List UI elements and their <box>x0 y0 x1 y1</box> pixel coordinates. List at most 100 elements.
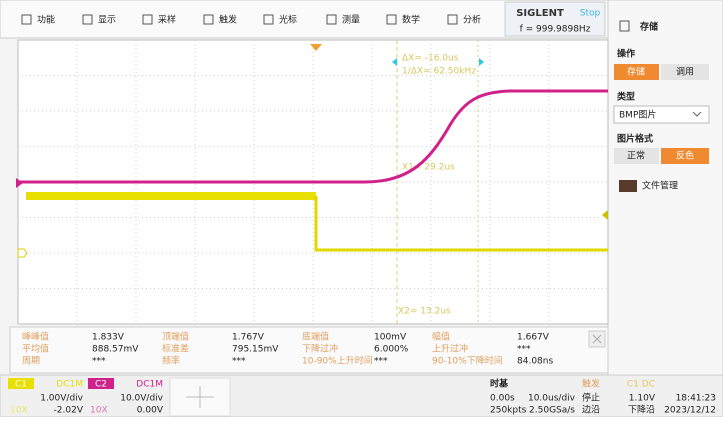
menu-icon <box>386 14 397 25</box>
channel-coupling: DC1M <box>56 380 83 390</box>
channel-scale: 1.00V/div <box>40 394 83 404</box>
menu-item[interactable]: 光标 <box>279 14 297 26</box>
measure-label: 10-90%上升时间 <box>302 355 373 367</box>
cursor-inverse: 1/ΔX= 62.50kHz <box>402 67 476 77</box>
section-label: 操作 <box>617 48 635 60</box>
section-label: 图片格式 <box>617 133 653 145</box>
memory-depth: 250kpts <box>490 406 527 416</box>
button-label[interactable]: 存储 <box>627 66 645 78</box>
measure-label: 顶端值 <box>162 331 189 343</box>
measure-value: 84.08ns <box>517 357 553 367</box>
menu-item[interactable]: 功能 <box>37 14 55 26</box>
channel-badge[interactable] <box>88 378 114 389</box>
save-icon <box>619 20 630 32</box>
measure-label: 底端值 <box>302 331 329 343</box>
measure-label: 周期 <box>22 356 40 367</box>
measure-label: 幅值 <box>432 331 450 343</box>
channel-name[interactable]: C2 <box>95 380 107 390</box>
cursor-x1: X1= 29.2us <box>402 163 455 173</box>
measure-value: 100mV <box>374 333 407 343</box>
dropdown[interactable] <box>613 105 710 124</box>
button[interactable] <box>661 148 709 164</box>
timebase-label: 时基 <box>490 378 509 390</box>
menu-icon <box>326 14 337 25</box>
c1-waveform <box>314 196 608 252</box>
section-label: 类型 <box>617 91 635 103</box>
measure-value: 795.15mV <box>232 345 279 355</box>
trigger-type: 边沿 <box>582 405 600 416</box>
channel-offset: -2.02V <box>54 406 84 416</box>
measure-value: 888.57mV <box>92 345 139 355</box>
folder-icon <box>619 180 637 192</box>
trigger-position <box>310 44 322 51</box>
measure-value: 1.833V <box>92 333 125 343</box>
measure-label: 频率 <box>162 355 180 367</box>
c2-waveform <box>18 89 608 184</box>
channel-name[interactable]: C1 <box>15 380 27 390</box>
file-manager[interactable]: 文件管理 <box>642 180 678 192</box>
menu-item[interactable]: 分析 <box>463 14 481 26</box>
trigger-state: 停止 <box>582 392 600 404</box>
measure-label: 下降过冲 <box>302 343 338 355</box>
channel-probe: 10X <box>90 406 108 416</box>
channel-badge[interactable] <box>8 378 34 389</box>
c2-marker <box>16 178 23 188</box>
menu-item[interactable]: 测量 <box>342 15 360 26</box>
menu-icon <box>203 14 214 25</box>
button-label[interactable]: 调用 <box>676 67 694 78</box>
menu-item[interactable]: 触发 <box>219 14 237 26</box>
menu-icon <box>447 14 458 25</box>
measure-label: 峰峰值 <box>22 331 49 343</box>
measure-label: 上升过冲 <box>432 343 468 355</box>
timebase-delay: 0.00s <box>490 394 515 404</box>
run-status: Stop <box>580 9 601 19</box>
measure-label: 平均值 <box>22 343 49 355</box>
menu-icon <box>142 14 153 25</box>
measure-value: 1.767V <box>232 333 265 343</box>
menu-icon <box>263 14 274 25</box>
cursor-delta: ΔX= -16.0us <box>402 54 459 64</box>
close-icon <box>592 334 602 344</box>
measure-label: 90-10%下降时间 <box>432 355 503 367</box>
menu-icon <box>21 14 32 25</box>
button-label[interactable]: 正常 <box>627 150 645 162</box>
measure-label: 标准差 <box>162 343 189 355</box>
measure-value: *** <box>92 357 106 367</box>
dropdown-value[interactable]: BMP图片 <box>619 109 656 121</box>
channel-offset: 0.00V <box>137 406 164 416</box>
channel-scale: 10.0V/div <box>120 394 163 404</box>
c1-marker <box>17 248 28 258</box>
measure-value: 1.667V <box>517 333 550 343</box>
frequency: f = 999.9898Hz <box>520 25 591 35</box>
panel-title: 存储 <box>640 21 658 33</box>
button-label[interactable]: 反色 <box>676 150 694 162</box>
sample-rate: 2.50GSa/s <box>529 406 575 416</box>
clock-time: 18:41:23 <box>676 394 716 404</box>
measure-value: *** <box>232 357 246 367</box>
brand: SIGLENT <box>516 8 564 19</box>
measurement-bar <box>9 326 609 374</box>
clock-date: 2023/12/12 <box>664 406 716 416</box>
menu-item[interactable]: 显示 <box>98 15 116 26</box>
trigger-level-value: 1.10V <box>629 394 656 404</box>
menu-item[interactable]: 采样 <box>158 14 176 26</box>
grid <box>18 40 608 324</box>
trigger-source: C1 DC <box>627 380 655 390</box>
c1-waveform <box>26 192 316 200</box>
menu-icon <box>82 14 93 25</box>
side-panel <box>607 0 723 418</box>
brand-box <box>504 1 606 37</box>
menu-item[interactable]: 数学 <box>402 14 420 26</box>
button[interactable] <box>614 64 659 80</box>
timebase-scale: 10.0us/div <box>528 394 576 404</box>
channel-coupling: DC1M <box>136 380 163 390</box>
button[interactable] <box>614 148 659 164</box>
measure-value: *** <box>374 357 388 367</box>
trigger-level <box>602 210 608 220</box>
button[interactable] <box>661 64 709 80</box>
cursor-x2: X2= 13.2us <box>398 307 451 317</box>
measure-value: *** <box>517 345 531 355</box>
trigger-label: 触发 <box>582 378 600 390</box>
dropdown-arrow <box>692 111 702 117</box>
